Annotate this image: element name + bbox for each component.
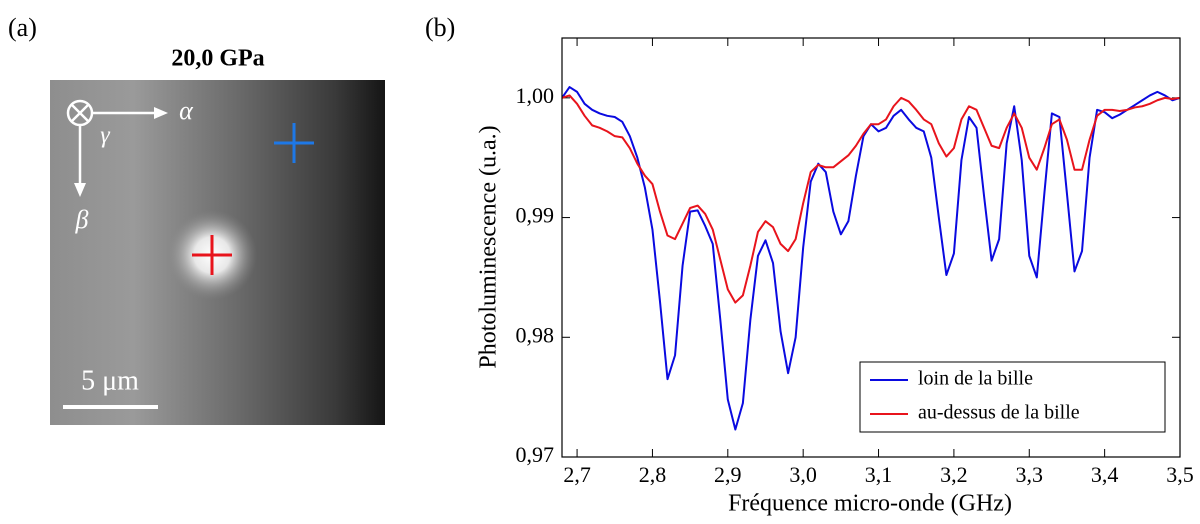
- panel-label: (a): [8, 13, 37, 42]
- x-tick-label: 3,0: [789, 462, 817, 487]
- axes-icon: [66, 99, 158, 188]
- y-tick-label: 1,00: [516, 83, 555, 108]
- x-axis-label: Fréquence micro-onde (GHz): [728, 491, 1012, 517]
- x-tick-label: 2,8: [639, 462, 667, 487]
- x-tick-label: 3,3: [1016, 462, 1044, 487]
- plot-frame: [561, 37, 1181, 458]
- arrow-head: [74, 183, 86, 197]
- x-tick-label: 2,7: [563, 462, 591, 487]
- y-tick-label: 0,97: [516, 442, 555, 467]
- x-tick-label: 3,4: [1091, 462, 1119, 487]
- plot: 2,7 2,8 2,9 3,0 3,1 3,2 3,3 3,4 3,5 0,97 0,98 0,99 1…: [516, 38, 1194, 487]
- y-axis-label: Photoluminescence (u.a.): [476, 125, 502, 368]
- blue-cross: [274, 123, 314, 163]
- image-title: 20,0 GPa: [171, 46, 264, 72]
- legend-label: loin de la bille: [918, 368, 1033, 390]
- x-tick-label: 3,2: [940, 462, 968, 487]
- axis-beta: β: [75, 205, 89, 234]
- red-cross: [192, 235, 232, 275]
- series-line: [562, 94, 1180, 304]
- legend-label: au-dessus de la bille: [918, 402, 1080, 424]
- y-tick-label: 0,98: [516, 322, 555, 347]
- x-tick-label: 2,9: [714, 462, 742, 487]
- x-tick-label: 3,1: [865, 462, 893, 487]
- scale-bar-label: 5 μm: [81, 365, 139, 396]
- axis-gamma: γ: [100, 123, 110, 149]
- axis-alpha: α: [179, 96, 194, 125]
- arrow-head: [154, 107, 168, 119]
- legend-box: [859, 361, 1166, 433]
- y-tick-label: 0,99: [516, 203, 555, 228]
- panel-label: (b): [425, 13, 455, 42]
- x-tick-label: 3,5: [1166, 462, 1194, 487]
